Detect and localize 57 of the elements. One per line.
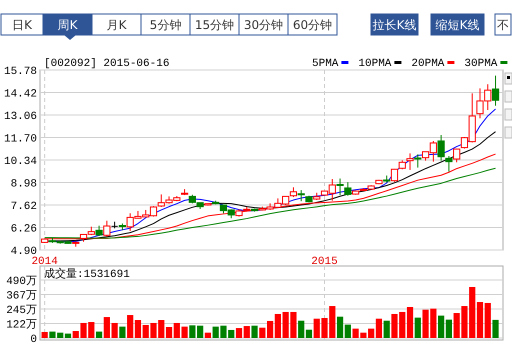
- text: 月K: [106, 18, 128, 32]
- text: 拉长K线: [372, 18, 416, 32]
- text: 缩短K线: [436, 18, 480, 32]
- y-tick-label: 6.26: [10, 224, 37, 236]
- y-tick-label: 0: [30, 334, 37, 346]
- y-tick-label: 15.78: [4, 66, 37, 78]
- legend-label: 20PMA: [411, 58, 445, 70]
- bar: [492, 320, 499, 338]
- bar: [42, 332, 48, 338]
- bar: [384, 320, 390, 338]
- y-tick-label: 7.62: [10, 201, 37, 213]
- x-tick-label: 2014: [31, 256, 58, 268]
- y-tick-label: 4.90: [10, 246, 37, 258]
- y-tick-label: 10.34: [4, 156, 38, 168]
- candlestick: [414, 154, 422, 168]
- legend-label: 5PMA: [312, 58, 339, 70]
- y-tick-label: 122万: [6, 318, 37, 332]
- candlestick: [336, 178, 344, 196]
- y-tick-label: 367万: [6, 290, 37, 302]
- text: 日K: [12, 18, 34, 32]
- legend-label: 30PMA: [464, 58, 498, 70]
- bar: [251, 326, 258, 338]
- bar: [414, 318, 421, 338]
- candlestick: [406, 152, 414, 170]
- x-tick-label: 2015: [311, 256, 338, 268]
- text: 不: [497, 18, 509, 32]
- candlestick: [492, 75, 500, 106]
- text: 15分钟: [194, 18, 234, 32]
- y-tick-label: 8.98: [10, 178, 37, 190]
- text: 周K: [58, 18, 79, 32]
- candlestick: [344, 182, 352, 196]
- text: 30分钟: [244, 18, 284, 32]
- candlestick: [111, 221, 118, 229]
- legend-label: 10PMA: [358, 58, 392, 70]
- y-tick-label: 245万: [6, 304, 37, 317]
- bar: [204, 332, 212, 338]
- chart-title: [002092] 2015-06-16: [44, 58, 170, 70]
- bar: [96, 332, 102, 338]
- bar: [438, 316, 444, 338]
- y-tick-label: 11.70: [4, 134, 37, 146]
- candlestick: [290, 186, 298, 198]
- y-tick-label: 490万: [6, 275, 37, 288]
- candlestick: [453, 148, 460, 163]
- bar: [119, 326, 126, 338]
- line-series: [44, 168, 496, 239]
- candlestick: [390, 168, 398, 182]
- bar: [352, 328, 359, 338]
- text: 5分钟: [150, 18, 182, 32]
- chart-title: 成交量:1531691: [44, 267, 130, 281]
- bar: [446, 320, 452, 338]
- candlestick: [438, 134, 445, 162]
- y-tick-label: 14.42: [4, 88, 37, 100]
- candlestick: [95, 225, 103, 236]
- candlestick: [445, 156, 453, 172]
- y-tick-label: 13.06: [4, 111, 37, 123]
- text: 60分钟: [292, 18, 332, 32]
- candlestick: [298, 190, 305, 202]
